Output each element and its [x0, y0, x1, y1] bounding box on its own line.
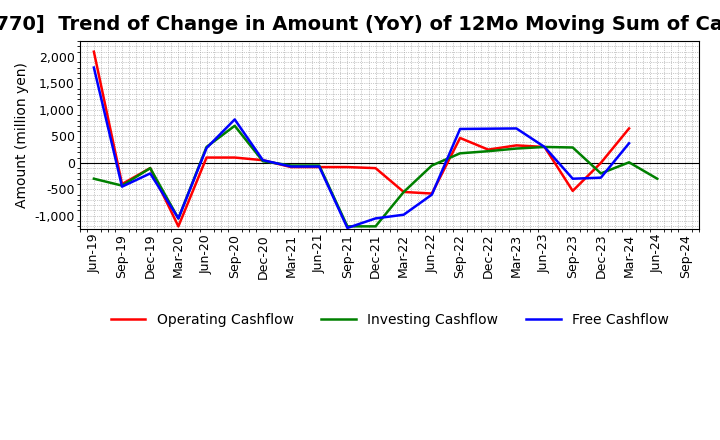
Investing Cashflow [400, 189, 408, 194]
Investing Cashflow [568, 145, 577, 150]
Free Cashflow [343, 225, 351, 231]
Operating Cashflow [372, 165, 380, 171]
Free Cashflow [202, 145, 211, 150]
Investing Cashflow [456, 150, 464, 156]
Operating Cashflow [456, 136, 464, 141]
Free Cashflow [146, 171, 155, 176]
Investing Cashflow [597, 171, 606, 176]
Investing Cashflow [372, 224, 380, 229]
Operating Cashflow [428, 191, 436, 196]
Free Cashflow [287, 164, 295, 169]
Investing Cashflow [625, 160, 634, 165]
Operating Cashflow [512, 143, 521, 148]
Operating Cashflow [89, 49, 98, 54]
Free Cashflow [315, 164, 323, 169]
Investing Cashflow [258, 158, 267, 164]
Investing Cashflow [118, 183, 127, 188]
Operating Cashflow [174, 224, 183, 229]
Legend: Operating Cashflow, Investing Cashflow, Free Cashflow: Operating Cashflow, Investing Cashflow, … [105, 308, 674, 333]
Operating Cashflow [118, 181, 127, 187]
Operating Cashflow [400, 189, 408, 194]
Line: Investing Cashflow: Investing Cashflow [94, 126, 657, 226]
Operating Cashflow [146, 165, 155, 171]
Investing Cashflow [230, 123, 239, 128]
Line: Operating Cashflow: Operating Cashflow [94, 51, 629, 226]
Line: Free Cashflow: Free Cashflow [94, 68, 629, 228]
Investing Cashflow [540, 144, 549, 150]
Operating Cashflow [597, 160, 606, 165]
Investing Cashflow [484, 149, 492, 154]
Operating Cashflow [568, 188, 577, 194]
Investing Cashflow [343, 224, 351, 229]
Free Cashflow [568, 176, 577, 181]
Investing Cashflow [174, 216, 183, 221]
Operating Cashflow [484, 147, 492, 152]
Free Cashflow [456, 126, 464, 132]
Title: [1770]  Trend of Change in Amount (YoY) of 12Mo Moving Sum of Cashflows: [1770] Trend of Change in Amount (YoY) o… [0, 15, 720, 34]
Free Cashflow [625, 141, 634, 146]
Free Cashflow [400, 212, 408, 217]
Free Cashflow [118, 184, 127, 189]
Investing Cashflow [428, 163, 436, 168]
Investing Cashflow [202, 144, 211, 150]
Free Cashflow [372, 216, 380, 221]
Operating Cashflow [343, 165, 351, 170]
Operating Cashflow [202, 155, 211, 160]
Investing Cashflow [315, 163, 323, 168]
Free Cashflow [174, 216, 183, 221]
Free Cashflow [484, 126, 492, 132]
Operating Cashflow [315, 165, 323, 170]
Investing Cashflow [512, 146, 521, 151]
Investing Cashflow [89, 176, 98, 181]
Investing Cashflow [653, 176, 662, 181]
Operating Cashflow [258, 158, 267, 163]
Free Cashflow [258, 158, 267, 163]
Operating Cashflow [540, 144, 549, 150]
Operating Cashflow [230, 155, 239, 160]
Investing Cashflow [287, 163, 295, 168]
Free Cashflow [540, 144, 549, 150]
Free Cashflow [89, 65, 98, 70]
Operating Cashflow [625, 126, 634, 131]
Free Cashflow [230, 117, 239, 122]
Free Cashflow [597, 175, 606, 180]
Operating Cashflow [287, 165, 295, 170]
Free Cashflow [512, 126, 521, 131]
Investing Cashflow [146, 165, 155, 171]
Free Cashflow [428, 192, 436, 197]
Y-axis label: Amount (million yen): Amount (million yen) [15, 62, 29, 208]
